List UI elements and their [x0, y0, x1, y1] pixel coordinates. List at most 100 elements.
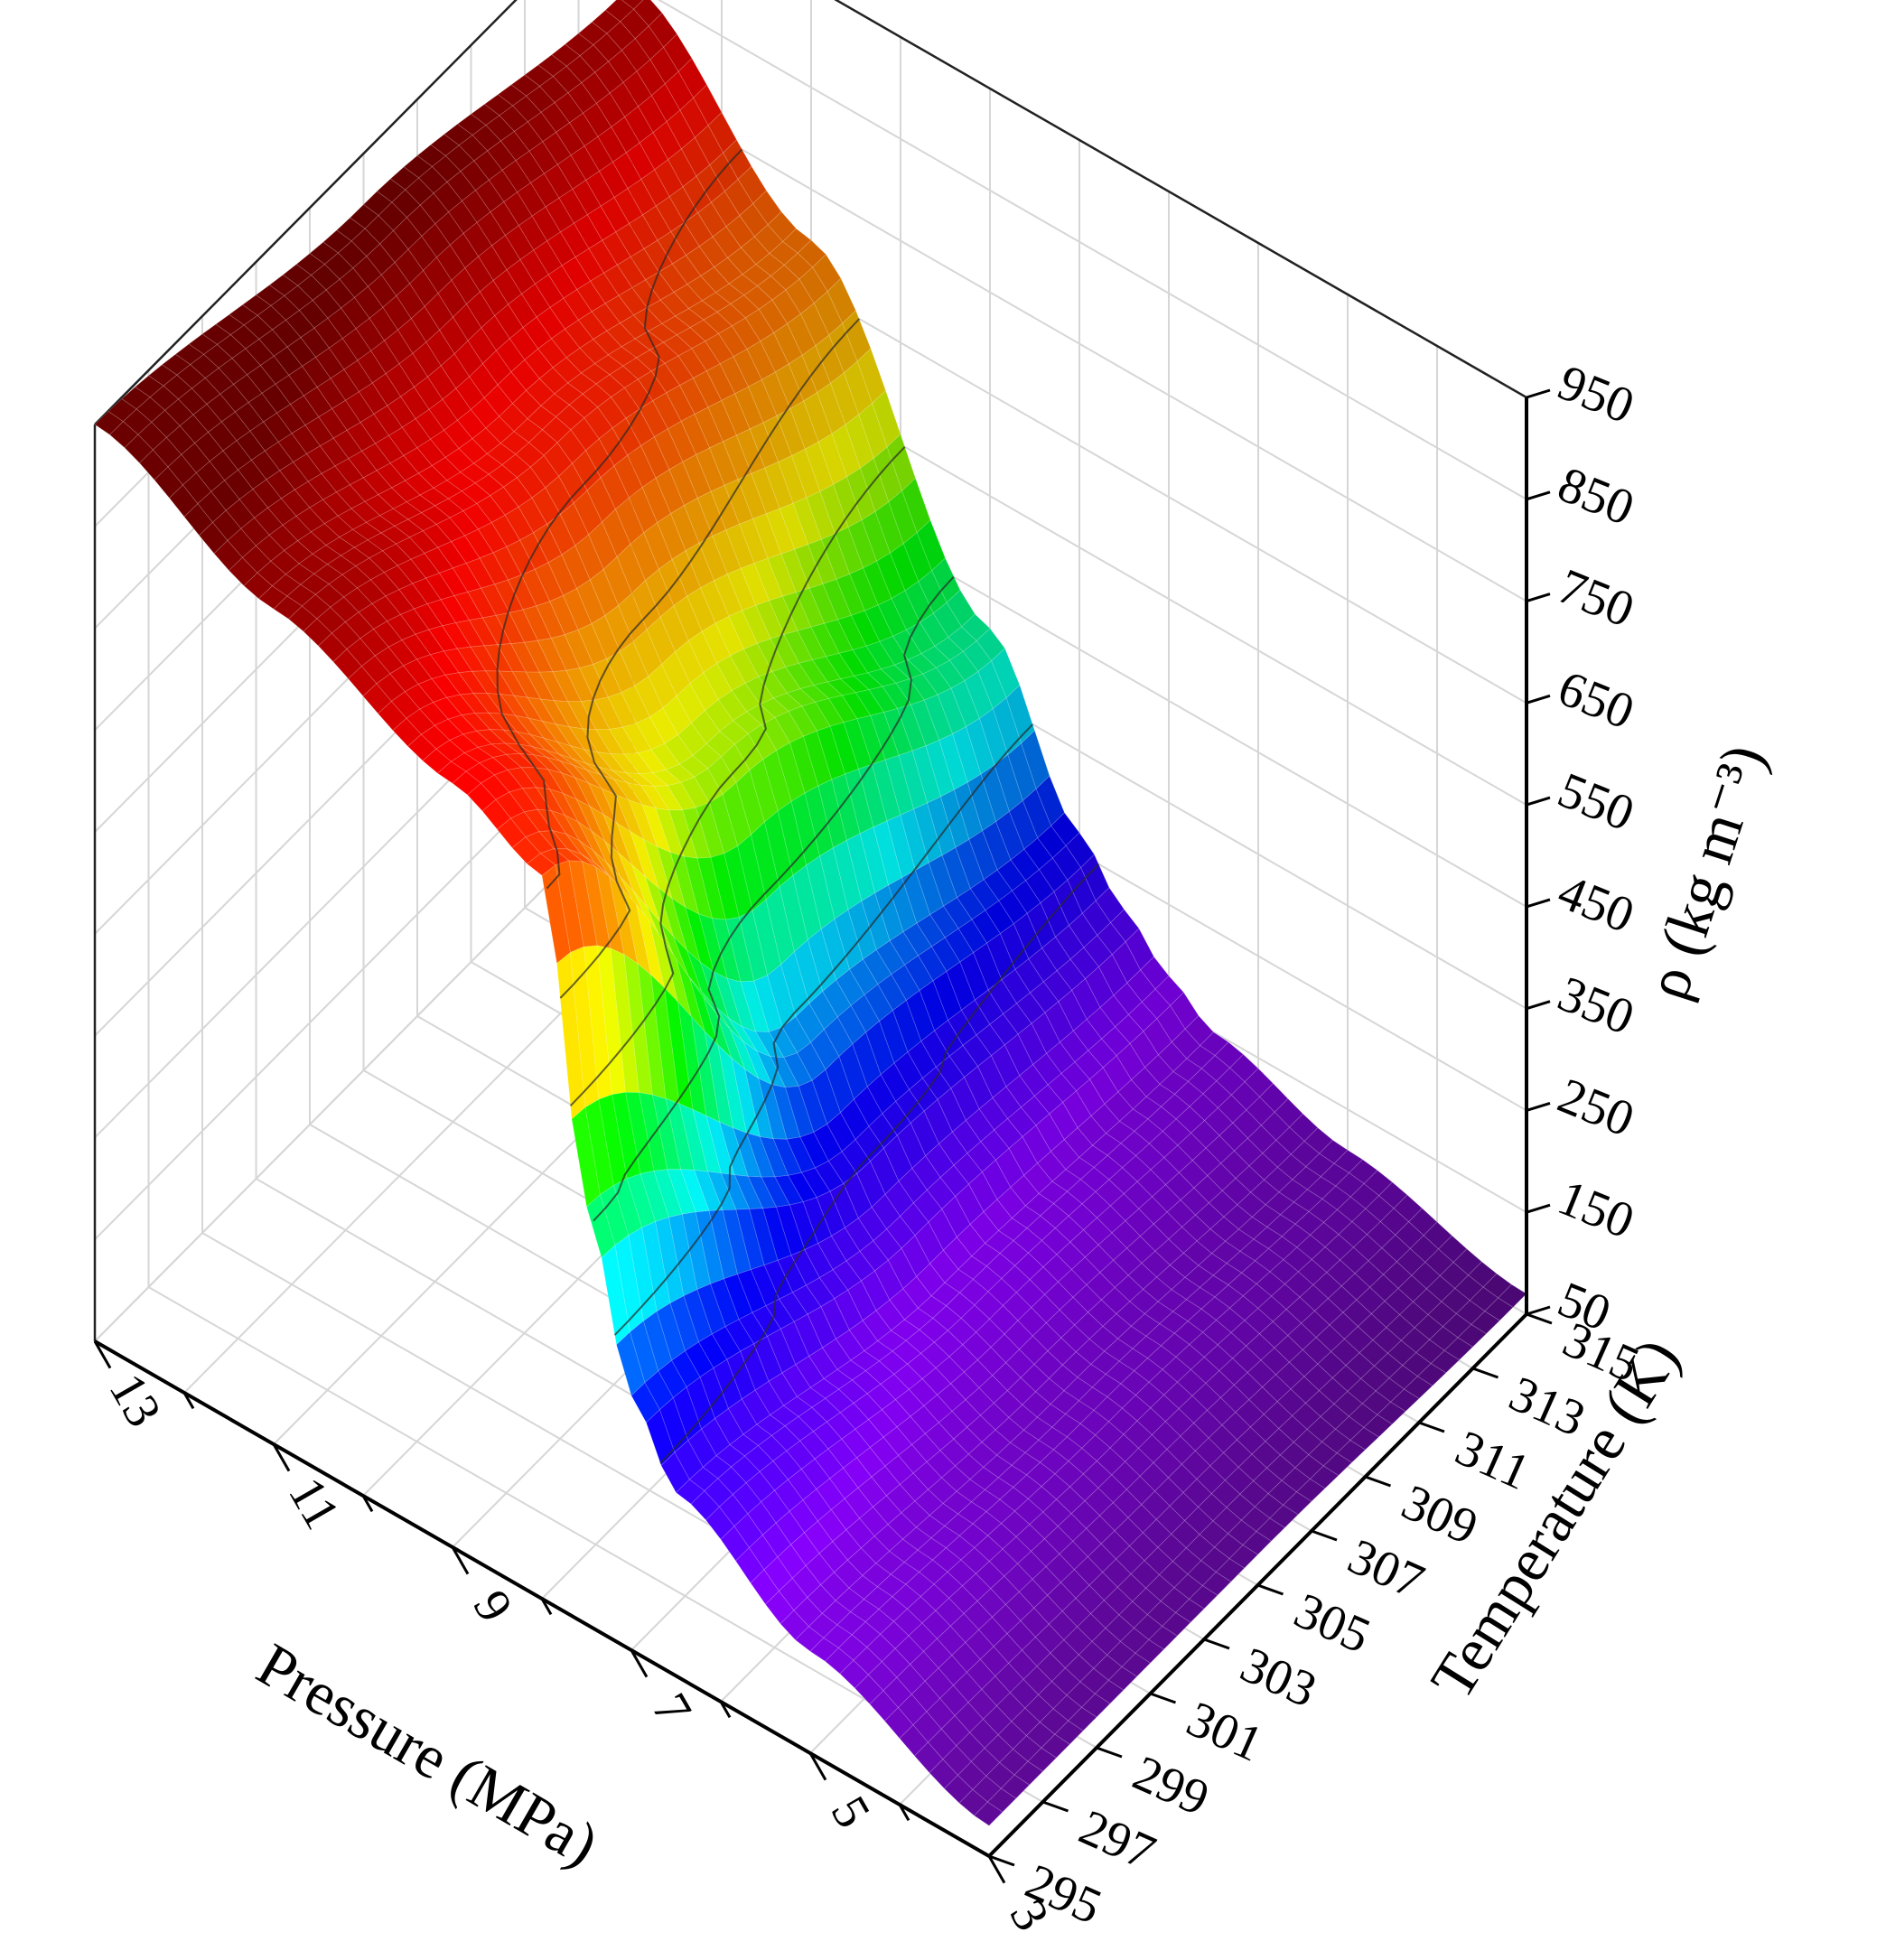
surface-patch — [353, 285, 384, 319]
surface-patch — [273, 346, 303, 376]
surface-patch — [1369, 1274, 1399, 1302]
surface-patch — [614, 793, 645, 841]
surface-patch — [236, 430, 266, 461]
surface-patch — [383, 565, 414, 591]
surface-patch — [683, 1289, 713, 1343]
surface-patch — [834, 1289, 864, 1331]
surface-patch — [896, 1122, 927, 1170]
surface-patch — [419, 702, 449, 726]
surface-patch — [627, 178, 657, 216]
surface-patch — [902, 1275, 932, 1309]
surface-patch — [905, 1329, 936, 1354]
surface-patch — [863, 1586, 893, 1610]
surface-patch — [680, 136, 711, 177]
surface-patch — [490, 201, 519, 237]
surface-patch — [1041, 1227, 1071, 1255]
surface-patch — [671, 255, 702, 285]
surface-patch — [581, 71, 611, 104]
surface-patch — [534, 274, 565, 308]
surface-patch — [865, 640, 895, 670]
surface-patch — [500, 431, 530, 455]
surface-patch — [800, 1167, 831, 1199]
surface-patch — [849, 1599, 880, 1623]
density-tick — [1526, 593, 1551, 602]
surface-patch — [923, 694, 954, 742]
surface-patch — [935, 659, 966, 689]
surface-patch — [884, 1454, 914, 1486]
surface-patch — [818, 1269, 849, 1300]
surface-patch — [527, 405, 557, 431]
surface-patch — [749, 1208, 779, 1266]
surface-patch — [1102, 1558, 1132, 1588]
surface-patch — [1120, 1370, 1150, 1396]
surface-patch — [486, 443, 517, 466]
surface-patch — [1116, 1301, 1145, 1327]
surface-patch — [151, 409, 181, 438]
surface-patch — [234, 402, 265, 432]
surface-patch — [1027, 1747, 1058, 1772]
surface-patch — [1356, 1286, 1386, 1315]
surface-patch — [793, 1313, 824, 1358]
surface-patch — [1013, 1760, 1044, 1786]
surface-patch — [365, 515, 396, 534]
surface-patch — [1329, 1311, 1358, 1340]
surface-patch — [770, 1084, 801, 1140]
surface-patch — [887, 1247, 918, 1290]
surface-patch — [765, 508, 796, 555]
surface-patch — [737, 834, 767, 912]
surface-patch — [1123, 1181, 1153, 1209]
surface-patch — [1031, 1012, 1060, 1054]
surface-patch — [920, 1030, 950, 1069]
surface-patch — [298, 553, 329, 574]
surface-patch — [1069, 1229, 1099, 1258]
surface-patch — [843, 360, 873, 415]
pressure-tick-label: 5 — [820, 1787, 882, 1837]
surface-patch — [953, 1426, 983, 1455]
surface-patch — [973, 1801, 1004, 1826]
surface-patch — [676, 327, 706, 350]
contour-line — [496, 148, 743, 890]
surface-patch — [570, 417, 600, 452]
surface-patch — [257, 560, 286, 587]
surface-patch — [1113, 982, 1143, 1015]
surface-patch — [1272, 1309, 1302, 1337]
surface-patch — [536, 601, 565, 639]
surface-patch — [927, 796, 957, 856]
surface-patch — [1054, 1215, 1085, 1243]
pressure-tick — [987, 1855, 1006, 1884]
surface-patch — [1317, 1350, 1347, 1379]
surface-patch — [762, 415, 792, 463]
surface-patch — [787, 1468, 817, 1501]
surface-patch — [661, 315, 691, 336]
surface-patch — [722, 1209, 752, 1275]
surface-patch — [688, 1466, 719, 1492]
surface-patch — [355, 317, 386, 351]
surface-patch — [378, 201, 407, 231]
surface-patch — [465, 762, 495, 784]
surface-patch — [1029, 1266, 1060, 1295]
surface-patch — [1051, 1414, 1081, 1438]
surface-patch — [978, 1097, 1009, 1131]
surface-patch — [319, 437, 350, 467]
surface-patch — [876, 1573, 907, 1598]
contour-line — [613, 723, 1034, 1336]
surface-patch — [483, 94, 514, 117]
pressure-tick — [719, 1701, 732, 1719]
surface-patch — [906, 1596, 937, 1624]
surface-patch — [1006, 1106, 1037, 1138]
pressure-tick — [182, 1392, 195, 1410]
surface-patch — [1302, 1337, 1332, 1365]
surface-patch — [513, 121, 544, 152]
surface-patch — [1228, 1272, 1257, 1297]
surface-patch — [1348, 1403, 1378, 1428]
surface-patch — [706, 1171, 737, 1211]
surface-patch — [947, 1559, 976, 1587]
surface-patch — [565, 833, 595, 863]
surface-patch — [291, 425, 321, 455]
temperature-tick — [1311, 1529, 1338, 1542]
surface-patch — [1162, 1118, 1192, 1146]
surface-patch — [449, 510, 480, 537]
surface-patch — [1087, 1299, 1117, 1327]
surface-patch — [1148, 1368, 1179, 1395]
surface-patch — [1044, 1281, 1074, 1311]
